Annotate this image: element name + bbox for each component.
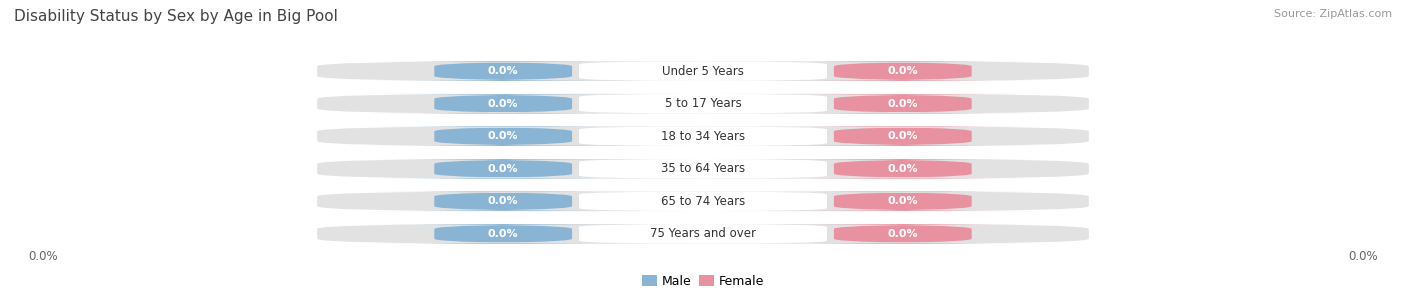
Text: 65 to 74 Years: 65 to 74 Years [661, 195, 745, 208]
Legend: Male, Female: Male, Female [637, 270, 769, 293]
FancyBboxPatch shape [318, 127, 1088, 146]
FancyBboxPatch shape [765, 61, 1040, 81]
FancyBboxPatch shape [765, 192, 1040, 211]
FancyBboxPatch shape [579, 61, 827, 81]
Text: 5 to 17 Years: 5 to 17 Years [665, 97, 741, 110]
FancyBboxPatch shape [366, 127, 641, 146]
Text: Source: ZipAtlas.com: Source: ZipAtlas.com [1274, 9, 1392, 19]
FancyBboxPatch shape [765, 159, 1040, 178]
Text: 0.0%: 0.0% [887, 229, 918, 239]
FancyBboxPatch shape [318, 192, 1088, 211]
Text: 0.0%: 0.0% [488, 99, 519, 109]
Text: 0.0%: 0.0% [887, 196, 918, 206]
Text: 0.0%: 0.0% [887, 99, 918, 109]
FancyBboxPatch shape [366, 61, 641, 81]
FancyBboxPatch shape [318, 224, 1088, 244]
Text: Under 5 Years: Under 5 Years [662, 65, 744, 78]
FancyBboxPatch shape [579, 192, 827, 211]
FancyBboxPatch shape [765, 94, 1040, 113]
Text: 0.0%: 0.0% [488, 66, 519, 76]
FancyBboxPatch shape [318, 61, 1088, 81]
FancyBboxPatch shape [579, 127, 827, 146]
Text: 18 to 34 Years: 18 to 34 Years [661, 130, 745, 143]
FancyBboxPatch shape [366, 159, 641, 178]
FancyBboxPatch shape [318, 159, 1088, 178]
Text: Disability Status by Sex by Age in Big Pool: Disability Status by Sex by Age in Big P… [14, 9, 337, 24]
FancyBboxPatch shape [579, 224, 827, 244]
Text: 0.0%: 0.0% [28, 250, 58, 263]
Text: 0.0%: 0.0% [488, 196, 519, 206]
FancyBboxPatch shape [366, 192, 641, 211]
Text: 0.0%: 0.0% [1348, 250, 1378, 263]
FancyBboxPatch shape [765, 224, 1040, 244]
Text: 75 Years and over: 75 Years and over [650, 227, 756, 240]
Text: 0.0%: 0.0% [488, 131, 519, 141]
Text: 35 to 64 Years: 35 to 64 Years [661, 162, 745, 175]
Text: 0.0%: 0.0% [488, 229, 519, 239]
FancyBboxPatch shape [579, 94, 827, 113]
FancyBboxPatch shape [765, 127, 1040, 146]
Text: 0.0%: 0.0% [488, 164, 519, 174]
Text: 0.0%: 0.0% [887, 164, 918, 174]
Text: 0.0%: 0.0% [887, 66, 918, 76]
FancyBboxPatch shape [366, 94, 641, 113]
FancyBboxPatch shape [579, 159, 827, 178]
FancyBboxPatch shape [318, 94, 1088, 113]
FancyBboxPatch shape [366, 224, 641, 244]
Text: 0.0%: 0.0% [887, 131, 918, 141]
